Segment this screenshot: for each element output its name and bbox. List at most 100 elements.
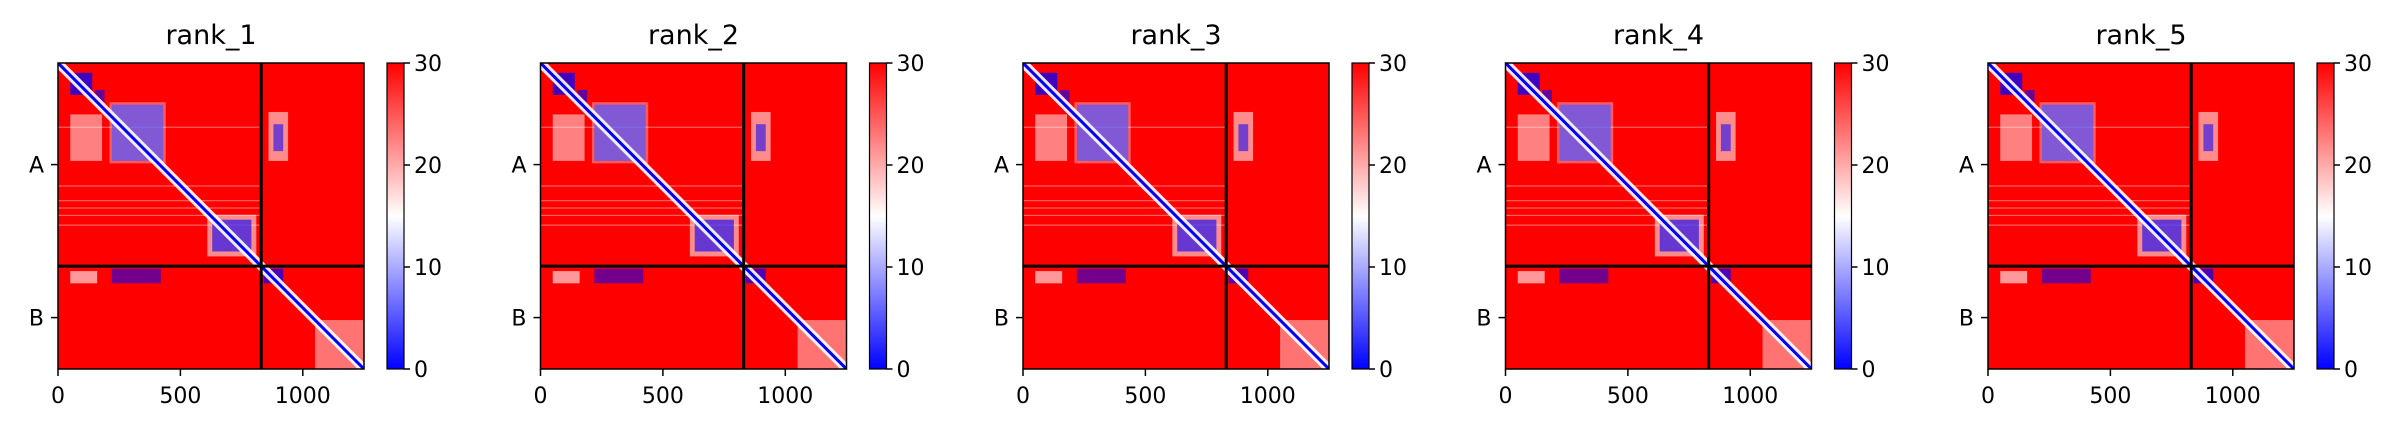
plot-frame — [57, 62, 365, 370]
plot-frame — [1504, 62, 1813, 370]
colorbar-tick-label: 20 — [414, 154, 442, 179]
heatmap-streak — [1505, 224, 1709, 226]
x-tick-label: 0 — [534, 384, 548, 409]
heatmap-streak — [1988, 207, 2192, 209]
colorbar-tick-label: 0 — [897, 358, 911, 383]
heatmap-streak — [58, 185, 262, 187]
heatmap-matrix — [1988, 63, 2294, 369]
x-tick-label: 0 — [1016, 384, 1030, 409]
colorbar-tick-label: 30 — [1379, 52, 1407, 77]
x-tick-label: 1000 — [1722, 384, 1778, 409]
heatmap-streak — [58, 224, 262, 226]
heatmap-matrix — [540, 63, 847, 369]
colorbar-tick-label: 30 — [414, 52, 442, 77]
y-tick-label: A — [29, 154, 44, 179]
heatmap-block — [1517, 271, 1545, 284]
pae-panel-4: rank_4 0 500 1000 A B 0 10 20 30 — [1476, 20, 1889, 409]
colorbar-frame — [868, 62, 888, 370]
heatmap-streak — [1988, 224, 2192, 226]
heatmap-streak — [540, 185, 744, 187]
heatmap-block — [1074, 102, 1131, 164]
pae-panel-2: rank_2 0 500 1000 A B 0 10 20 30 — [511, 20, 924, 409]
heatmap-block — [70, 114, 103, 161]
colorbar-tick-label: 10 — [2344, 256, 2372, 281]
heatmap-streak — [540, 214, 744, 216]
colorbar — [1834, 63, 1852, 369]
heatmap-block — [111, 104, 164, 161]
y-tick-label: A — [1476, 154, 1491, 179]
heatmap-streak — [1023, 185, 1227, 187]
colorbar-tick-label: 10 — [897, 256, 925, 281]
x-tick-label: 500 — [2089, 384, 2131, 409]
heatmap-streak — [58, 214, 262, 216]
x-tick-label: 500 — [642, 384, 684, 409]
colorbar-frame — [1351, 62, 1370, 370]
heatmap-block — [94, 89, 105, 103]
heatmap-block — [2039, 102, 2096, 164]
panel-title: rank_2 — [648, 20, 739, 51]
heatmap-matrix — [1023, 63, 1329, 369]
y-tick-label: B — [1476, 307, 1491, 332]
colorbar — [387, 63, 404, 369]
x-tick-label: 1000 — [275, 384, 331, 409]
heatmap-streak — [58, 207, 262, 209]
x-tick-label: 1000 — [2205, 384, 2261, 409]
heatmap-block — [577, 89, 588, 103]
heatmap-block — [2024, 89, 2035, 103]
y-tick-label: A — [994, 154, 1009, 179]
x-tick-label: 0 — [1981, 384, 1995, 409]
colorbar-frame — [2316, 62, 2335, 370]
heatmap-block — [1517, 114, 1550, 161]
colorbar-tick-label: 0 — [1379, 358, 1393, 383]
x-tick-label: 1000 — [757, 384, 813, 409]
heatmap-diagonal — [1023, 63, 1329, 369]
plot-frame — [539, 62, 848, 370]
heatmap-streak — [1505, 185, 1709, 187]
colorbar-tick-label: 30 — [897, 52, 925, 77]
heatmap-block — [552, 271, 580, 284]
heatmap-matrix — [58, 63, 364, 369]
colorbar-tick-label: 30 — [2344, 52, 2372, 77]
heatmap-streak — [58, 200, 262, 202]
heatmap-block — [1720, 124, 1731, 152]
y-tick-label: B — [511, 307, 526, 332]
y-tick-label: B — [994, 307, 1009, 332]
heatmap-block — [1542, 89, 1553, 103]
heatmap-block — [1559, 104, 1611, 161]
x-tick-label: 500 — [1607, 384, 1649, 409]
heatmap-streak — [1988, 185, 2192, 187]
colorbar-tick-label: 30 — [1862, 52, 1890, 77]
heatmap-streak — [1505, 200, 1709, 202]
heatmap-block — [552, 114, 585, 161]
heatmap-block — [755, 124, 766, 152]
heatmap-streak — [1505, 207, 1709, 209]
heatmap-block — [594, 268, 644, 284]
heatmap-streak — [1023, 200, 1227, 202]
colorbar — [2317, 63, 2334, 369]
heatmap-block — [2203, 124, 2214, 152]
heatmap-diagonal — [1988, 63, 2294, 369]
y-tick-label: B — [29, 307, 44, 332]
colorbar — [869, 63, 887, 369]
x-tick-label: 500 — [159, 384, 201, 409]
heatmap-diagonal — [540, 63, 847, 369]
heatmap-block — [1035, 271, 1063, 284]
heatmap-streak — [540, 200, 744, 202]
heatmap-block — [70, 271, 98, 284]
colorbar-tick-label: 10 — [1379, 256, 1407, 281]
heatmap-block — [109, 102, 166, 164]
heatmap-block — [2000, 271, 2028, 284]
heatmap-block — [1059, 89, 1070, 103]
heatmap-block — [2000, 114, 2033, 161]
y-tick-label: A — [511, 154, 526, 179]
colorbar-tick-label: 10 — [1862, 256, 1890, 281]
colorbar — [1352, 63, 1369, 369]
heatmap-streak — [1023, 224, 1227, 226]
colorbar-tick-label: 20 — [897, 154, 925, 179]
pae-panel-5: rank_5 0 500 1000 A B 0 10 20 30 — [1959, 20, 2372, 409]
plot-frame — [1987, 62, 2295, 370]
heatmap-block — [1238, 124, 1249, 152]
heatmap-diagonal — [1505, 63, 1812, 369]
heatmap-streak — [1988, 200, 2192, 202]
